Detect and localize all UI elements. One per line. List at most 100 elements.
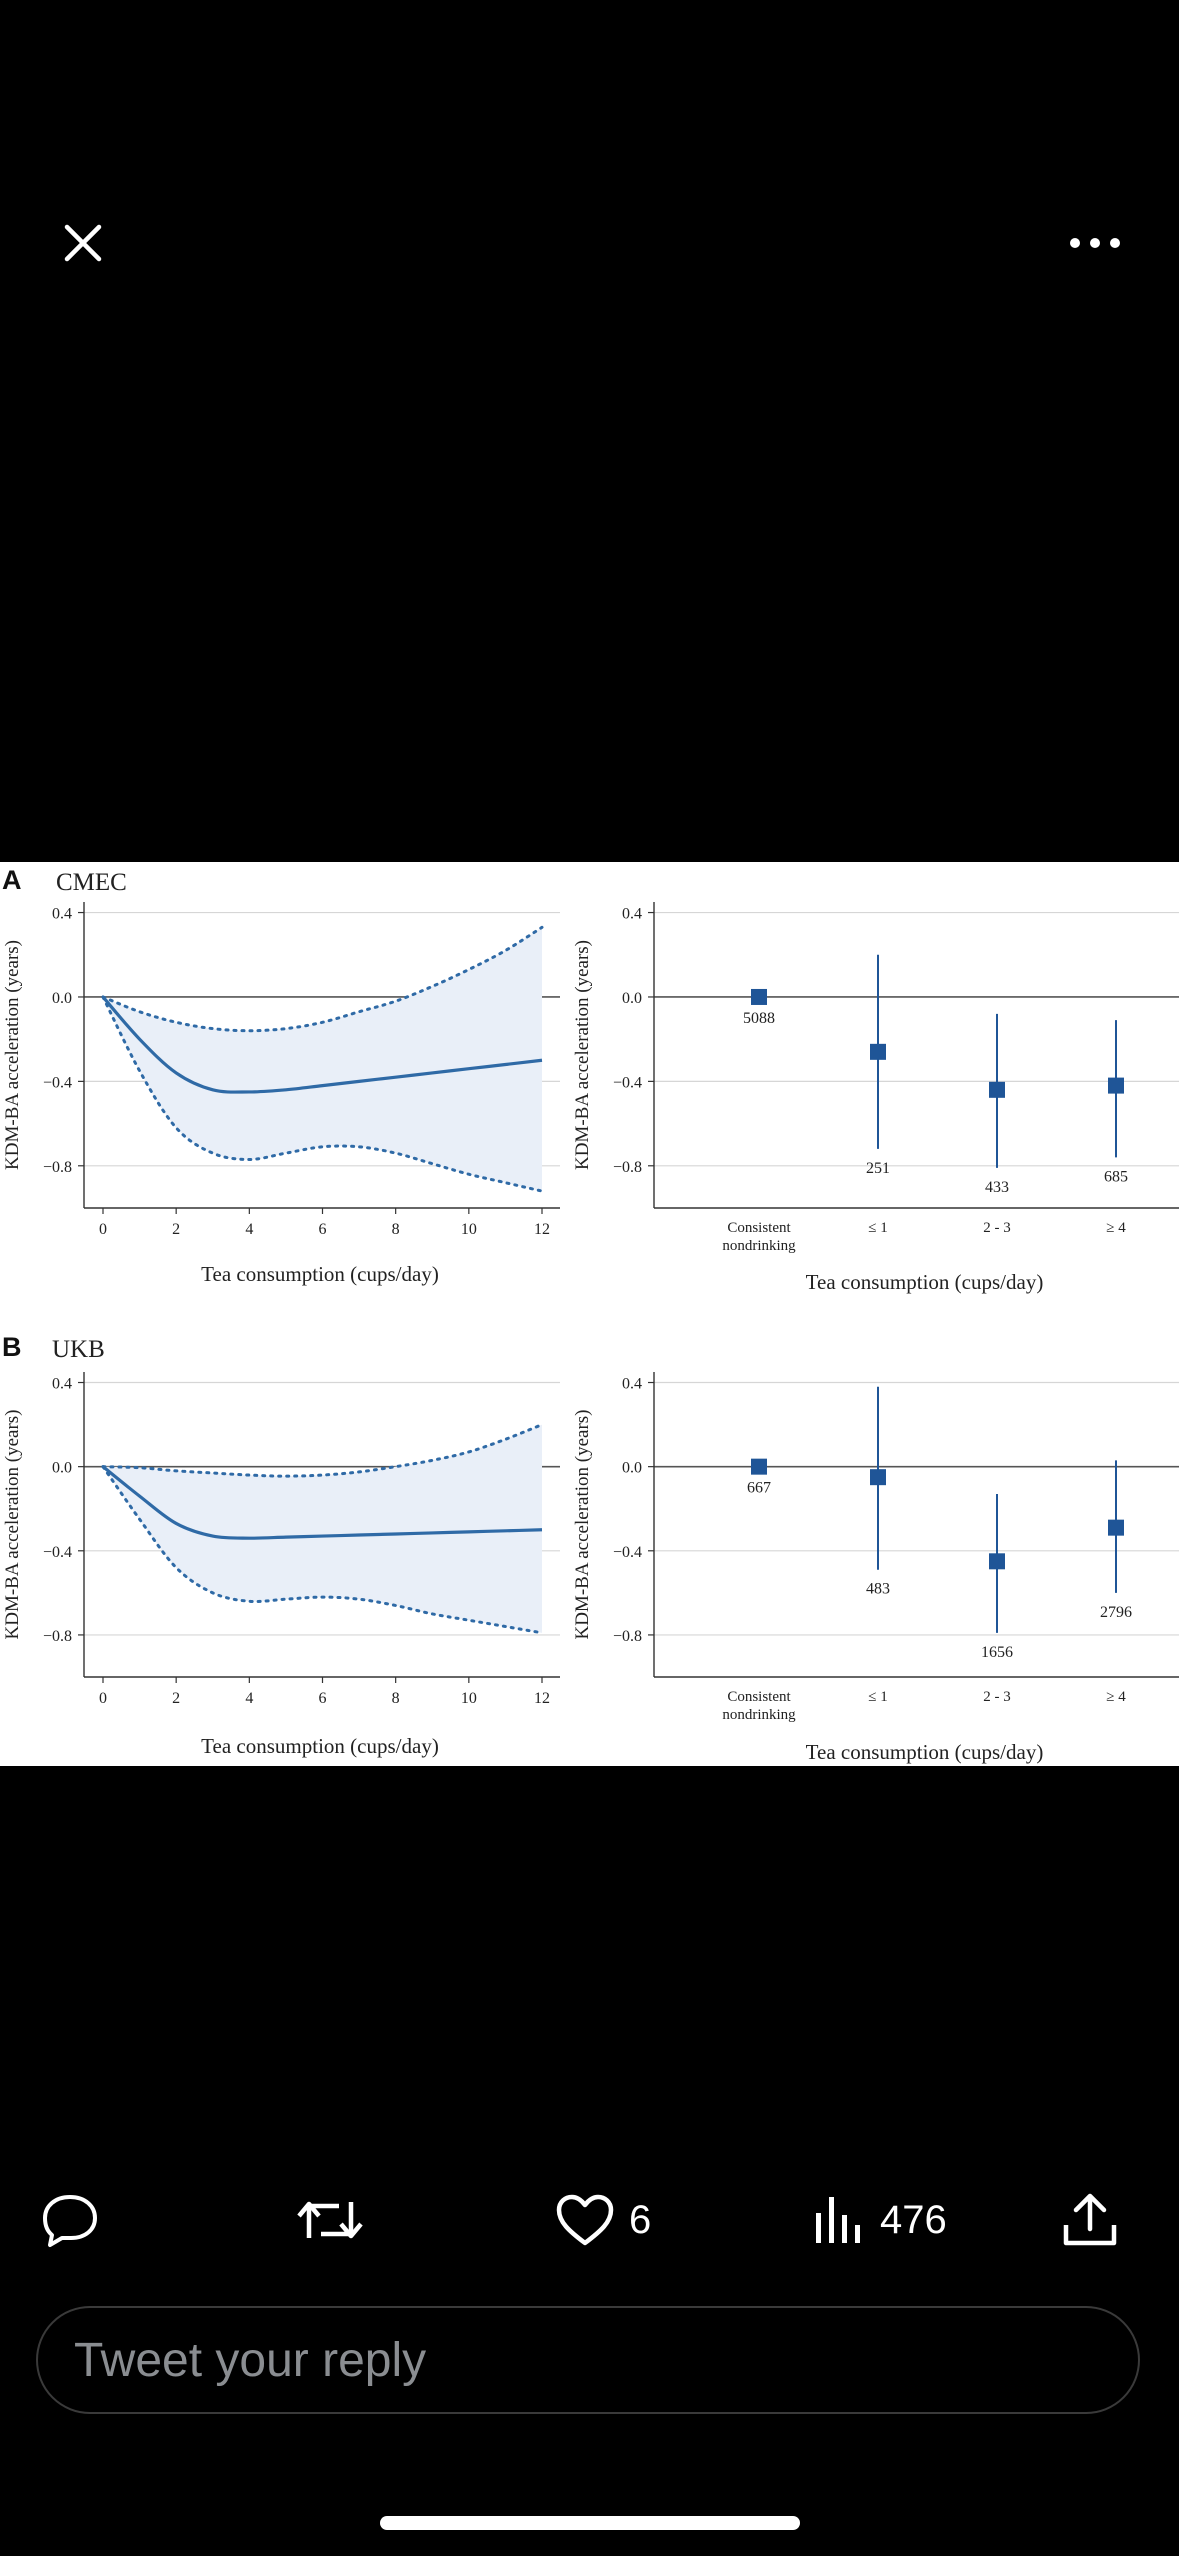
y-tick-label: 0.4: [622, 906, 642, 923]
sample-size-label: 483: [866, 1581, 890, 1598]
share-icon: [1063, 2193, 1117, 2246]
x-tick-label: 0: [99, 1221, 107, 1238]
x-axis-label: Tea consumption (cups/day): [806, 1270, 1044, 1294]
panel-b-cohort: UKB: [52, 1336, 105, 1363]
y-axis-label: KDM-BA acceleration (years): [2, 940, 23, 1170]
category-tick-label: ≤ 1: [868, 1220, 887, 1236]
sample-size-label: 433: [985, 1179, 1009, 1196]
estimate-line: [101, 995, 543, 1094]
x-tick-label: 12: [534, 1221, 550, 1238]
sample-size-label: 5088: [743, 1010, 775, 1027]
x-tick-label: 10: [461, 1221, 477, 1238]
panel-a-cohort: CMEC: [56, 869, 127, 896]
chart-b-spline: KDM-BA acceleration (years) 0.4 0.0 −0.4 −0.…: [2, 1372, 560, 1758]
point-marker: [1108, 1077, 1124, 1094]
chart-a-categories: KDM-BA acceleration (years) 0.4 0.0 −0.4 −0.…: [572, 902, 1179, 1294]
y-tick-label: 0.0: [622, 1460, 642, 1477]
home-indicator[interactable]: [380, 2516, 800, 2530]
reply-placeholder: Tweet your reply: [74, 2333, 427, 2387]
x-tick-label: 4: [245, 1221, 253, 1238]
x-tick-label: 0: [99, 1690, 107, 1707]
x-tick-label: 6: [319, 1221, 327, 1238]
point-marker: [751, 988, 767, 1005]
sample-size-label: 2796: [1100, 1604, 1132, 1621]
y-tick-label: −0.8: [613, 1628, 642, 1645]
point-marker: [751, 1458, 767, 1475]
retweet-icon: [297, 2201, 363, 2239]
views-button[interactable]: 476: [812, 2180, 947, 2260]
more-horizontal-icon: [1070, 237, 1120, 248]
x-tick-label: 2: [172, 1690, 180, 1707]
point-marker: [870, 1469, 886, 1486]
category-tick-label: ≥ 4: [1106, 1220, 1126, 1236]
panel-a-letter: A: [2, 865, 22, 895]
estimate-line: [101, 1465, 543, 1540]
point-marker: [989, 1553, 1005, 1570]
y-tick-label: 0.4: [52, 1376, 72, 1393]
chart-a-spline: KDM-BA acceleration (years) 0.4 0.0 −0.4 −0.…: [2, 902, 560, 1286]
close-button[interactable]: [40, 200, 125, 285]
x-tick-label: 12: [534, 1690, 550, 1707]
reply-icon: [43, 2195, 97, 2247]
ci-band: [103, 1424, 542, 1633]
lower-ci-line: [101, 995, 544, 1193]
panel-b-letter: B: [2, 1332, 22, 1362]
retweet-button[interactable]: [295, 2180, 365, 2260]
tweet-actions: 6 476: [0, 2180, 1179, 2260]
category-tick-label: ≤ 1: [868, 1689, 887, 1705]
y-tick-label: −0.4: [43, 1544, 72, 1561]
category-tick-label: nondrinking: [722, 1238, 796, 1254]
ci-band: [103, 927, 542, 1192]
x-axis-label: Tea consumption (cups/day): [201, 1734, 439, 1758]
figure: A CMEC B UKB KDM-BA acceleration (years)…: [2, 865, 1179, 1764]
y-tick-label: 0.4: [52, 906, 72, 923]
point-marker: [870, 1043, 886, 1060]
upper-ci-line: [101, 925, 544, 1033]
like-count: 6: [629, 2197, 652, 2242]
x-tick-label: 4: [245, 1690, 253, 1707]
y-tick-label: 0.4: [622, 1376, 642, 1393]
category-tick-label: Consistent: [727, 1689, 791, 1705]
y-tick-label: 0.0: [622, 990, 642, 1007]
reply-button[interactable]: [40, 2180, 100, 2260]
y-tick-label: −0.4: [613, 1544, 642, 1561]
y-axis-label: KDM-BA acceleration (years): [572, 940, 593, 1170]
x-tick-label: 8: [392, 1221, 400, 1238]
point-marker: [989, 1081, 1005, 1098]
y-tick-label: −0.8: [43, 1628, 72, 1645]
y-tick-label: −0.4: [613, 1074, 642, 1091]
close-icon: [64, 224, 101, 261]
sample-size-label: 685: [1104, 1168, 1128, 1185]
views-count: 476: [880, 2197, 947, 2242]
y-axis-label: KDM-BA acceleration (years): [572, 1409, 593, 1639]
y-tick-label: 0.0: [52, 990, 72, 1007]
category-tick-label: 2 - 3: [983, 1689, 1011, 1705]
top-bar: [0, 0, 1179, 300]
lower-ci-line: [101, 1465, 544, 1635]
y-tick-label: −0.8: [613, 1159, 642, 1176]
category-tick-label: ≥ 4: [1106, 1689, 1126, 1705]
tweet-image[interactable]: A CMEC B UKB KDM-BA acceleration (years)…: [0, 862, 1179, 1766]
x-axis-label: Tea consumption (cups/day): [806, 1740, 1044, 1764]
sample-size-label: 667: [747, 1480, 771, 1497]
y-tick-label: −0.4: [43, 1074, 72, 1091]
x-tick-label: 6: [319, 1690, 327, 1707]
upper-ci-line: [101, 1423, 544, 1478]
point-marker: [1108, 1519, 1124, 1536]
x-tick-label: 10: [461, 1690, 477, 1707]
y-axis-label: KDM-BA acceleration (years): [2, 1409, 23, 1639]
views-chart-icon: [816, 2197, 860, 2243]
share-button[interactable]: [1060, 2180, 1120, 2260]
x-axis-label: Tea consumption (cups/day): [201, 1262, 439, 1286]
reply-input[interactable]: Tweet your reply: [36, 2306, 1140, 2414]
x-tick-label: 8: [392, 1690, 400, 1707]
category-tick-label: nondrinking: [722, 1707, 796, 1723]
sample-size-label: 251: [866, 1160, 890, 1177]
heart-icon: [556, 2194, 614, 2246]
chart-b-categories: KDM-BA acceleration (years) 0.4 0.0 −0.4 −0.…: [572, 1372, 1179, 1764]
x-tick-label: 2: [172, 1221, 180, 1238]
y-tick-label: 0.0: [52, 1460, 72, 1477]
more-options-button[interactable]: [1050, 200, 1140, 285]
sample-size-label: 1656: [981, 1644, 1013, 1661]
like-button[interactable]: 6: [555, 2180, 651, 2260]
